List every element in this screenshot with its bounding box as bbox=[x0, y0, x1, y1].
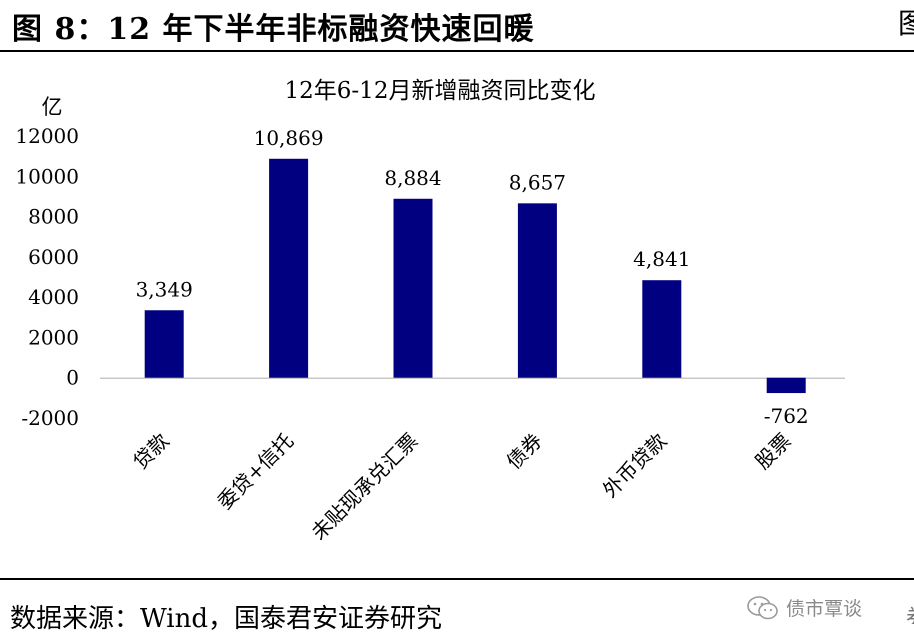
x-tick-label: 外币贷款 bbox=[598, 429, 672, 503]
bar-chart: 12年6-12月新增融资同比变化 亿 -2000 0 2000 4000 6000 800… bbox=[15, 78, 845, 545]
wechat-watermark: 债市覃谈 bbox=[746, 594, 862, 621]
bar bbox=[517, 203, 557, 378]
y-tick-label: 4000 bbox=[28, 285, 79, 309]
y-tick-label: 8000 bbox=[28, 205, 79, 229]
bar bbox=[766, 377, 806, 394]
x-tick-label: 贷款 bbox=[128, 429, 173, 474]
clipped-edge-glyph-bottom: 券 bbox=[906, 600, 914, 624]
x-tick-label: 债券 bbox=[502, 429, 547, 474]
bar bbox=[642, 280, 682, 378]
bar-series bbox=[144, 158, 806, 394]
y-tick-label: 10000 bbox=[15, 164, 79, 188]
bar bbox=[144, 310, 184, 378]
data-label: 10,869 bbox=[254, 126, 324, 150]
y-tick-label: 2000 bbox=[28, 325, 79, 349]
top-rule bbox=[0, 50, 914, 52]
x-tick-label: 未贴现承兑汇票 bbox=[307, 429, 423, 545]
y-axis-ticks: -2000 0 2000 4000 6000 8000 10000 12000 bbox=[15, 124, 79, 430]
chart-title: 12年6-12月新增融资同比变化 bbox=[285, 78, 596, 104]
data-label: 4,841 bbox=[633, 247, 690, 271]
x-tick-label: 委贷+信托 bbox=[213, 429, 298, 514]
x-axis-labels: 贷款 委贷+信托 未贴现承兑汇票 债券 外币贷款 股票 bbox=[128, 429, 795, 545]
data-labels: 3,349 10,869 8,884 8,657 4,841 -762 bbox=[136, 126, 809, 428]
y-unit-label: 亿 bbox=[42, 95, 63, 119]
bar bbox=[269, 158, 309, 378]
watermark-text: 债市覃谈 bbox=[786, 598, 863, 620]
bar bbox=[393, 198, 433, 378]
y-tick-label: 6000 bbox=[28, 245, 79, 269]
source-note: 数据来源：Wind，国泰君安证券研究 bbox=[10, 604, 442, 634]
y-tick-label: -2000 bbox=[21, 406, 79, 430]
bottom-rule bbox=[0, 578, 914, 580]
data-label: 3,349 bbox=[136, 277, 193, 301]
clipped-edge-glyph: 图 bbox=[898, 10, 914, 38]
figure-title: 图 8：12 年下半年非标融资快速回暖 bbox=[12, 12, 535, 47]
y-tick-label: 0 bbox=[66, 366, 79, 390]
data-label: -762 bbox=[764, 404, 809, 428]
wechat-icon bbox=[747, 595, 778, 619]
data-label: 8,657 bbox=[509, 170, 566, 194]
y-tick-label: 12000 bbox=[15, 124, 79, 148]
x-tick-label: 股票 bbox=[750, 429, 795, 474]
data-label: 8,884 bbox=[384, 166, 441, 190]
